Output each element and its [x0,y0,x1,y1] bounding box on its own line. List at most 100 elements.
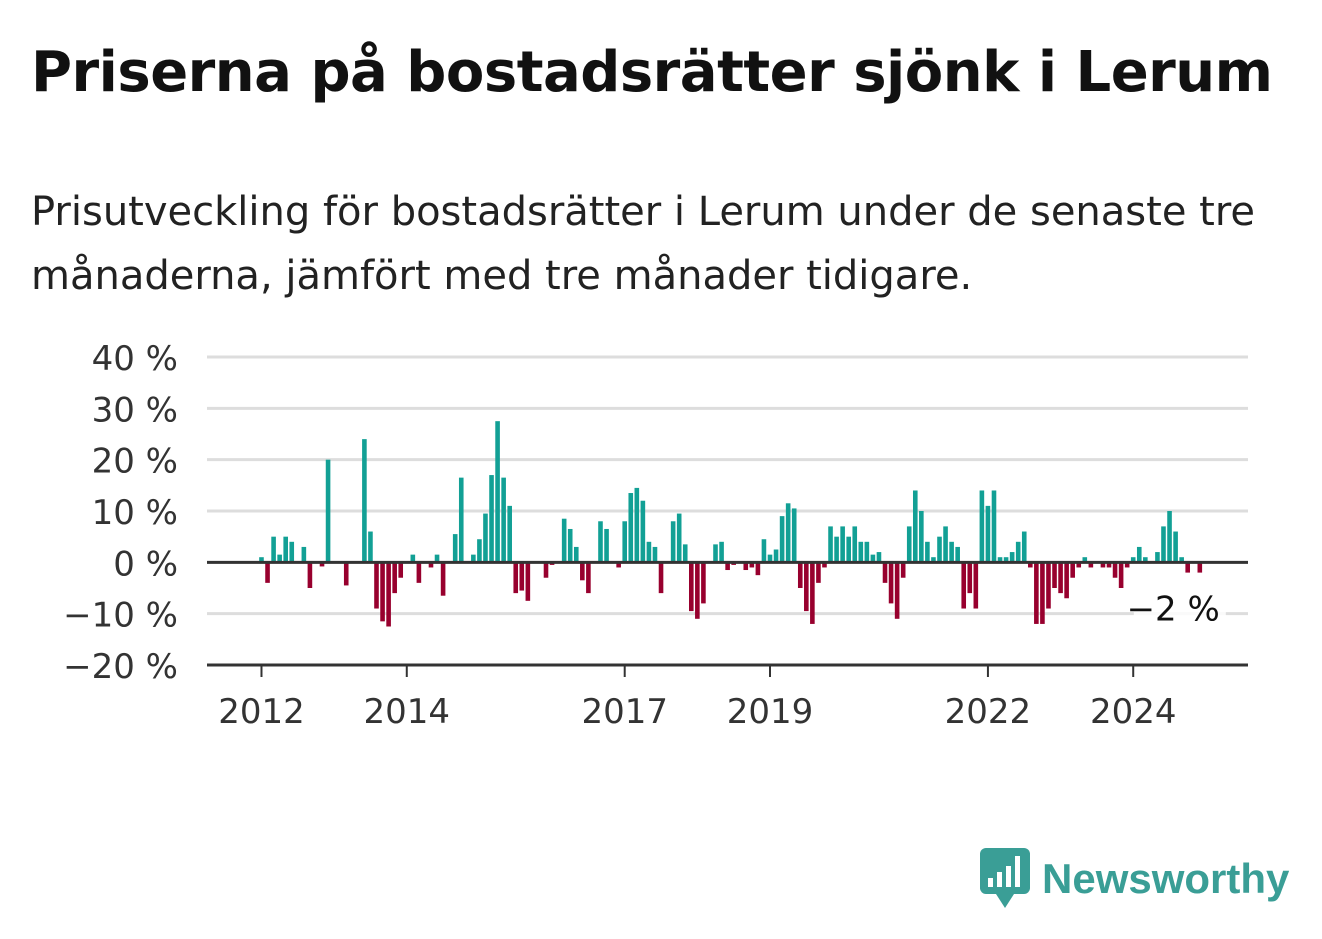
bar [1028,562,1033,568]
bar [301,546,307,563]
bar [434,554,440,563]
bar [1082,557,1088,563]
bar [979,490,985,563]
bar [1112,562,1118,578]
bar [616,562,621,568]
bar [386,562,391,627]
bar [810,562,815,624]
bar [567,528,573,563]
bar [900,562,906,578]
bar [307,562,313,588]
bar [670,521,676,563]
bar [398,562,404,578]
bar [489,475,494,563]
bar [701,562,706,604]
bar [876,552,882,563]
last-value-annotation: −2 % [1127,590,1220,630]
bar [501,477,506,563]
bar [380,562,385,622]
bar [846,536,851,563]
bar [682,544,688,563]
bar [773,549,779,563]
bar [1009,552,1015,563]
bar [495,421,500,563]
bar [622,521,628,563]
y-tick-label: −20 % [63,647,178,687]
bar [695,562,700,619]
bar [646,541,652,563]
bar [271,536,276,563]
bar [259,557,264,563]
x-tick-label: 2019 [727,692,814,732]
bar [955,546,960,563]
bar [416,562,422,583]
bar [743,562,749,571]
x-tick-label: 2012 [218,692,305,732]
bar [852,526,858,563]
bar [1197,562,1203,573]
bar [343,562,349,586]
bar [1058,562,1063,594]
bar [634,487,640,563]
bar [985,505,991,563]
bar [652,546,658,563]
bar [658,562,664,594]
bar [991,490,997,563]
bar [870,554,876,563]
bar [767,554,773,563]
bar [580,562,585,581]
bar [598,521,603,563]
bar [1143,557,1148,563]
bar [858,541,864,563]
bar [779,516,785,563]
y-tick-label: 10 % [92,493,178,533]
logo-text: Newsworthy [1042,855,1290,902]
bar [1155,552,1160,563]
bar [840,526,845,563]
newsworthy-logo-icon [980,848,1030,908]
bar [1161,526,1166,563]
bar [561,518,567,563]
bar [1185,562,1190,573]
bar [543,562,549,578]
bar [931,557,936,563]
bar [1167,511,1172,563]
bar [289,541,295,563]
bar [961,562,967,609]
bar [513,562,519,594]
bar [749,562,755,568]
y-tick-label: 20 % [92,442,178,482]
bar [719,541,724,563]
bar [755,562,761,576]
bar [277,554,282,563]
bar [483,513,488,563]
bar [319,562,325,567]
bar [1118,562,1124,588]
bar [822,562,827,568]
bar [1070,562,1075,578]
bar [912,490,918,563]
bar [1100,562,1106,568]
bar [392,562,397,594]
bar [1003,557,1009,563]
labels: −20 % −10 % 0 % 10 % 20 % 30 % 40 % 2012 2014 201… [63,339,1226,732]
bar [525,562,531,601]
bar [1130,557,1136,563]
bar [967,562,973,594]
chart-title: Priserna på bostadsrätter sjönk i Lerum [31,40,1273,105]
bar [283,536,288,563]
y-tick-label: 0 % [113,544,178,584]
x-tick-label: 2017 [581,692,668,732]
bar [949,541,954,563]
newsworthy-logo: Newsworthy [980,848,1289,910]
bar [676,513,682,563]
bar [864,541,870,563]
bar [906,526,912,563]
bar [265,562,270,583]
bar [1052,562,1057,588]
bar [368,531,373,563]
bar [1046,562,1051,609]
bar [1179,557,1184,563]
bar [458,477,464,563]
